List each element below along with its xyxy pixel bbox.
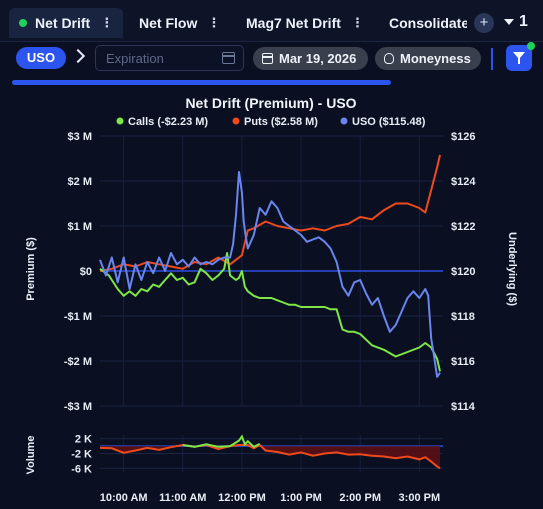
right-tick-label: $126 (451, 131, 475, 143)
x-tick-label: 3:00 PM (399, 492, 441, 504)
y-axis-left-label: Premium ($) (25, 237, 37, 301)
loading-progress-bar (12, 80, 391, 85)
date-label: Mar 19, 2026 (279, 51, 356, 66)
chevron-right-icon (71, 49, 85, 63)
series-line-puts[interactable] (100, 155, 440, 271)
right-tick-label: $120 (451, 266, 475, 278)
chart-title: Net Drift (Premium) - USO (185, 95, 356, 111)
left-tick-label: -$3 M (64, 401, 92, 413)
right-tick-label: $116 (451, 356, 475, 368)
right-tick-label: $118 (451, 311, 475, 323)
calendar-icon[interactable] (222, 52, 235, 64)
legend-calls[interactable]: Calls (-$2.23 M) (128, 116, 208, 128)
legend-marker-uso (341, 118, 348, 125)
volume-tick-label: 2 K (75, 434, 92, 446)
x-tick-label: 1:00 PM (280, 492, 322, 504)
tab-label: Consolidate (389, 15, 467, 31)
volume-tick-label: -6 K (71, 463, 92, 475)
x-tick-label: 11:00 AM (159, 492, 206, 504)
net-drift-chart: Net Drift (Premium) - USO Calls (-$2.23 … (0, 88, 543, 509)
add-tab-button[interactable]: + (474, 13, 494, 33)
x-tick-label: 12:00 PM (218, 492, 266, 504)
date-picker-button[interactable]: Mar 19, 2026 (253, 47, 368, 70)
tab-menu-icon[interactable]: ⋮ (351, 15, 363, 31)
tab-label: Net Flow (139, 15, 197, 31)
filter-bar: USO Mar 19, 2026 Moneyness (0, 42, 543, 78)
legend-marker-puts (233, 118, 240, 125)
volume-layer (100, 437, 440, 469)
tab-overflow-count: 1 (519, 13, 528, 31)
tab-menu-icon[interactable]: ⋮ (207, 15, 219, 31)
volume-axis-ticks: 2 K -2 K -6 K (71, 434, 92, 476)
series-layer (100, 155, 440, 377)
volume-axis-label: Volume (25, 436, 37, 475)
tab-menu-icon[interactable]: ⋮ (100, 15, 112, 31)
tab-overflow-button[interactable]: 1 (504, 13, 528, 31)
legend-uso[interactable]: USO ($115.48) (352, 116, 426, 128)
x-tick-label: 10:00 AM (100, 492, 148, 504)
left-tick-label: $3 M (68, 131, 92, 143)
left-axis-ticks: $3 M $2 M $1 M $0 -$1 M -$2 M -$3 M (64, 131, 92, 413)
x-axis-ticks: 10:00 AM 11:00 AM 12:00 PM 1:00 PM 2:00 PM 3:… (100, 492, 440, 504)
right-tick-label: $114 (451, 401, 476, 413)
tab-bar: Net Drift ⋮ Net Flow ⋮ Mag7 Net Drift ⋮ … (0, 0, 543, 42)
chart-legend: Calls (-$2.23 M) Puts ($2.58 M) USO ($11… (117, 116, 426, 128)
chart-container: Net Drift (Premium) - USO Calls (-$2.23 … (0, 88, 543, 509)
legend-marker-calls (117, 118, 124, 125)
tab-label: Mag7 Net Drift (246, 15, 341, 31)
money-bag-icon (384, 53, 394, 64)
active-filter-badge (527, 42, 535, 50)
tab-label: Net Drift (35, 15, 90, 31)
live-status-dot (19, 19, 27, 27)
right-axis-ticks: $126 $124 $122 $120 $118 $116 $114 (451, 131, 476, 413)
right-tick-label: $122 (451, 221, 475, 233)
left-tick-label: -$1 M (64, 311, 92, 323)
left-tick-label: -$2 M (64, 356, 92, 368)
tab-mag7-net-drift[interactable]: Mag7 Net Drift ⋮ (246, 8, 363, 38)
left-tick-label: $2 M (68, 176, 92, 188)
tab-consolidate[interactable]: Consolidate (389, 8, 467, 38)
calendar-icon (262, 53, 273, 64)
divider (491, 48, 493, 70)
left-tick-label: $0 (80, 266, 92, 278)
series-line-uso[interactable] (100, 172, 440, 377)
volume-tick-label: -2 K (71, 449, 92, 461)
x-tick-label: 2:00 PM (339, 492, 381, 504)
chevron-down-icon (504, 19, 514, 25)
tab-net-drift[interactable]: Net Drift ⋮ (9, 8, 123, 38)
moneyness-button[interactable]: Moneyness (375, 47, 481, 70)
filter-button[interactable] (506, 45, 532, 71)
chart-grid (100, 136, 443, 472)
y-axis-right-label: Underlying ($) (506, 232, 518, 306)
ticker-chip[interactable]: USO (16, 47, 66, 69)
moneyness-label: Moneyness (400, 51, 471, 66)
right-tick-label: $124 (451, 176, 476, 188)
left-tick-label: $1 M (68, 221, 92, 233)
tab-net-flow[interactable]: Net Flow ⋮ (139, 8, 219, 38)
legend-puts[interactable]: Puts ($2.58 M) (244, 116, 318, 128)
